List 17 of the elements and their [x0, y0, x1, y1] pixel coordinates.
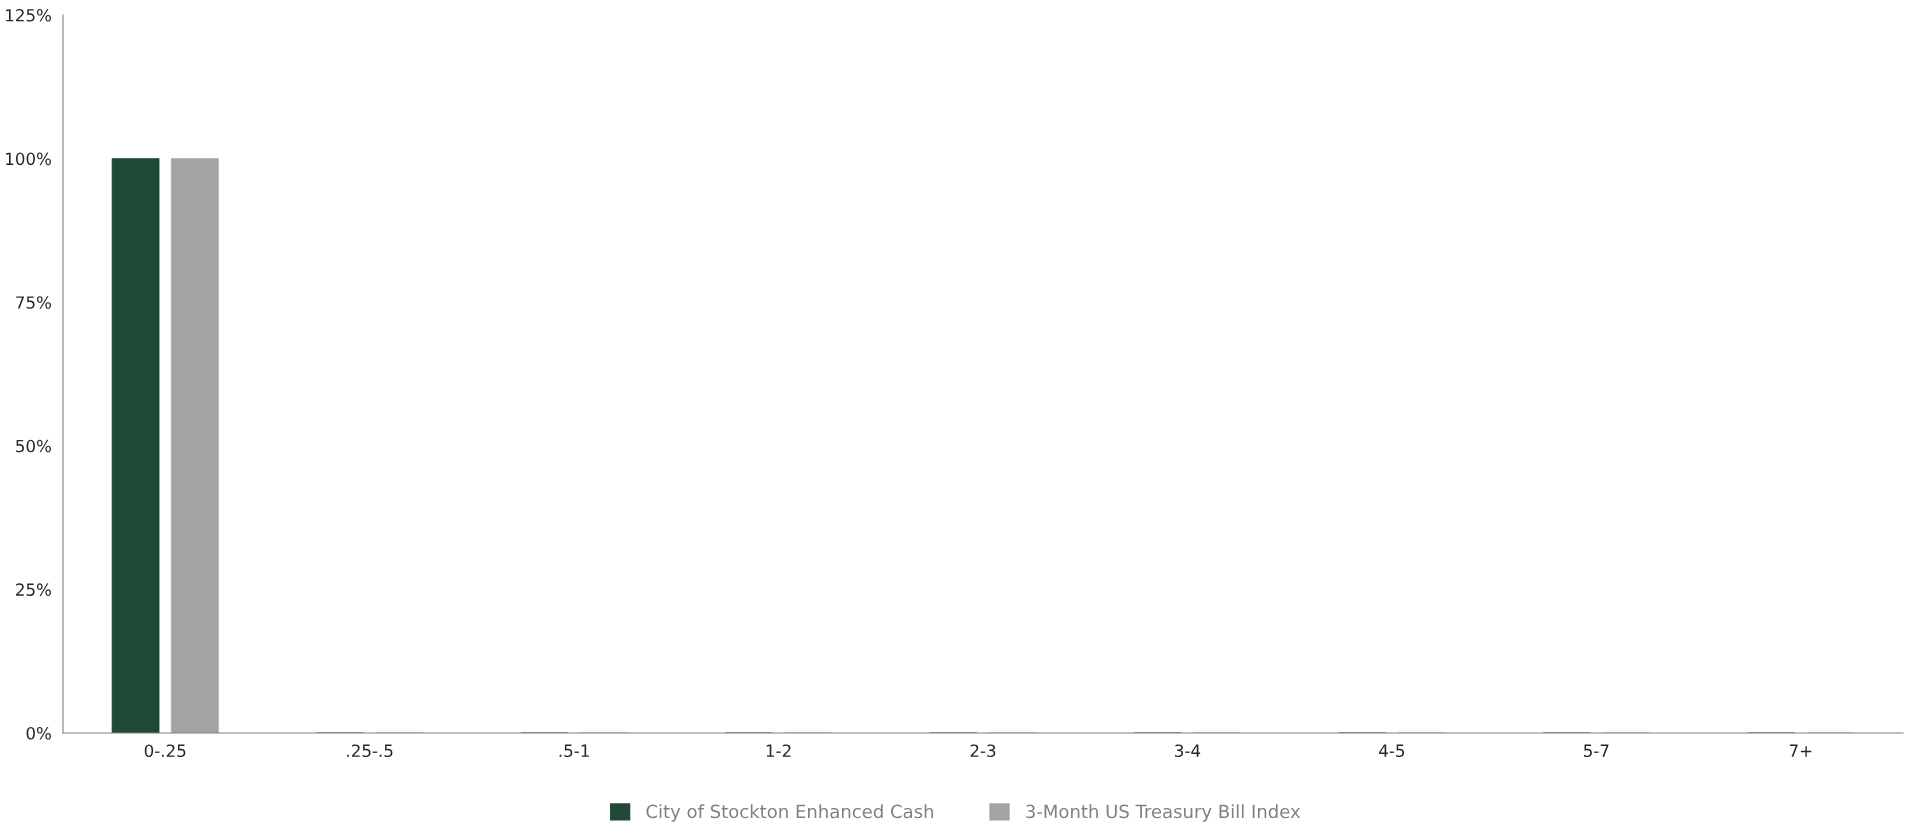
x-tick-label: 4-5 [1379, 744, 1405, 758]
x-tick-label: 1-2 [766, 744, 791, 757]
y-tick-label: 0% [26, 726, 51, 740]
x-tick-label: 0-.25 [144, 744, 186, 758]
y-tick-label: 25% [16, 583, 51, 596]
x-tick-label: 5-7 [1584, 744, 1609, 758]
y-tick-label: 100% [6, 152, 51, 166]
x-tick-label: .5-1 [559, 744, 589, 758]
legend-label: City of Stockton Enhanced Cash [646, 804, 933, 822]
x-tick-label: 2-3 [970, 744, 996, 758]
legend-label: 3-Month US Treasury Bill Index [1026, 804, 1301, 822]
x-tick-label: 3-4 [1175, 744, 1201, 758]
y-tick-label: 75% [16, 296, 51, 309]
y-tick-label: 125% [6, 8, 51, 22]
y-tick-label: 50% [16, 439, 51, 453]
x-tick-label: .25-.5 [347, 744, 393, 758]
x-tick-label: 7+ [1789, 744, 1812, 757]
